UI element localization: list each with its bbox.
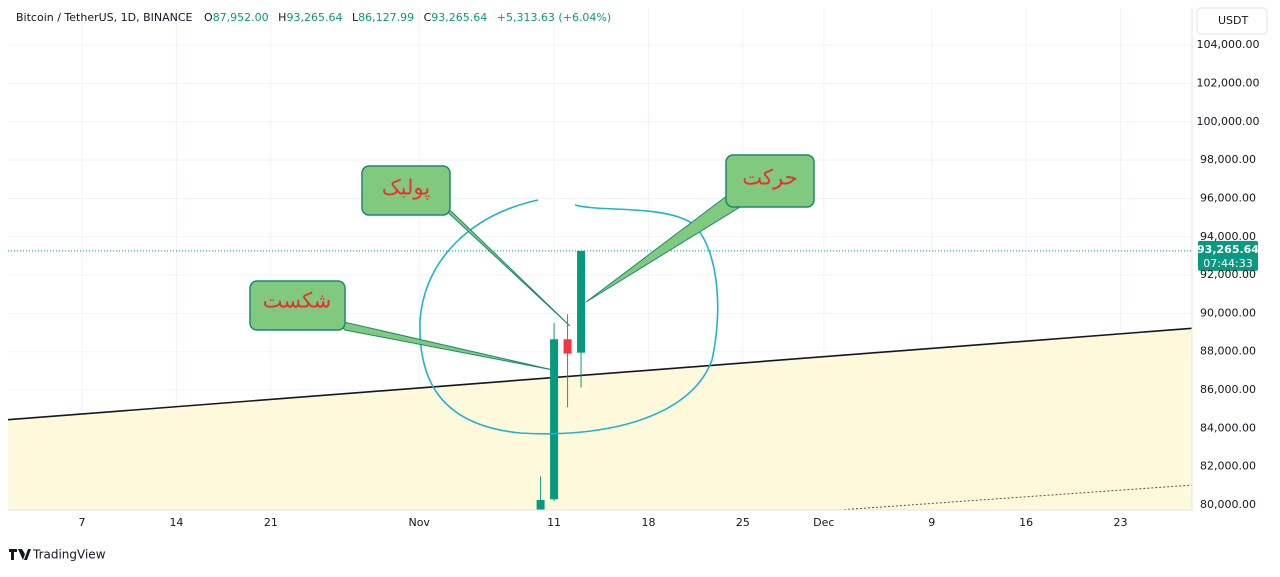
candle-body <box>563 339 572 354</box>
callout-text: پولبک <box>382 176 430 201</box>
trend-fill <box>8 328 1192 510</box>
symbol: Bitcoin / TetherUS, 1D, BINANCE <box>16 11 193 24</box>
callout: حرکت <box>585 154 815 303</box>
y-tick-label: 80,000.00 <box>1200 498 1256 511</box>
change: +5,313.63 (+6.04%) <box>497 11 611 24</box>
x-tick-label: 7 <box>79 516 86 529</box>
y-tick-label: 90,000.00 <box>1200 306 1256 319</box>
candle-body <box>550 339 559 500</box>
x-tick-label: 25 <box>736 516 750 529</box>
h-label: H <box>278 11 286 24</box>
o-value: 87,952.00 <box>213 11 269 24</box>
currency[interactable]: USDT <box>1218 14 1249 27</box>
callout-text: شکست <box>263 289 332 313</box>
logo-icon <box>9 549 31 560</box>
y-tick-label: 102,000.00 <box>1197 76 1260 89</box>
header: Bitcoin / TetherUS, 1D, BINANCE O87,952.… <box>16 11 611 24</box>
y-tick-label: 94,000.00 <box>1200 230 1256 243</box>
x-tick-label: 14 <box>169 516 183 529</box>
trendline <box>7 327 1193 421</box>
callout-box <box>249 280 346 331</box>
x-tick-label: Nov <box>408 516 430 529</box>
y-tick-label: 98,000.00 <box>1200 153 1256 166</box>
x-tick-label: 23 <box>1114 516 1128 529</box>
price-box <box>1198 240 1258 271</box>
y-tick-label: 86,000.00 <box>1200 383 1256 396</box>
y-tick-label: 82,000.00 <box>1200 460 1256 473</box>
c-value: 93,265.64 <box>431 11 487 24</box>
l-label: L <box>352 11 359 24</box>
y-tick-label: 104,000.00 <box>1197 38 1260 51</box>
candle-body <box>577 250 586 353</box>
currency-button[interactable] <box>1196 7 1268 35</box>
price-value: 93,265.64 <box>1197 243 1259 256</box>
hand-drawn-circle <box>419 199 719 435</box>
o-label: O <box>204 11 213 24</box>
callout: پولبک <box>361 165 571 327</box>
plot <box>7 250 1193 511</box>
x-tick-label: 16 <box>1019 516 1033 529</box>
callout-box <box>725 154 815 208</box>
y-tick-label: 88,000.00 <box>1200 345 1256 358</box>
y-tick-label: 100,000.00 <box>1197 115 1260 128</box>
x-tick-label: 9 <box>928 516 935 529</box>
y-tick-label: 96,000.00 <box>1200 191 1256 204</box>
y-tick-label: 92,000.00 <box>1200 268 1256 281</box>
countdown: 07:44:33 <box>1203 257 1252 270</box>
callout-text: حرکت <box>742 166 797 191</box>
callout: شکست <box>249 280 554 371</box>
brand: TradingView <box>32 548 106 562</box>
callout-box <box>361 165 451 216</box>
y-tick-label: 84,000.00 <box>1200 421 1256 434</box>
x-tick-label: 11 <box>547 516 561 529</box>
logo: TradingView <box>9 548 106 562</box>
l-value: 86,127.99 <box>358 11 414 24</box>
h-value: 93,265.64 <box>286 11 342 24</box>
x-tick-label: 21 <box>264 516 278 529</box>
x-tick-label: 18 <box>641 516 655 529</box>
c-label: C <box>424 11 432 24</box>
candle-body <box>536 500 545 510</box>
x-tick-label: Dec <box>813 516 834 529</box>
